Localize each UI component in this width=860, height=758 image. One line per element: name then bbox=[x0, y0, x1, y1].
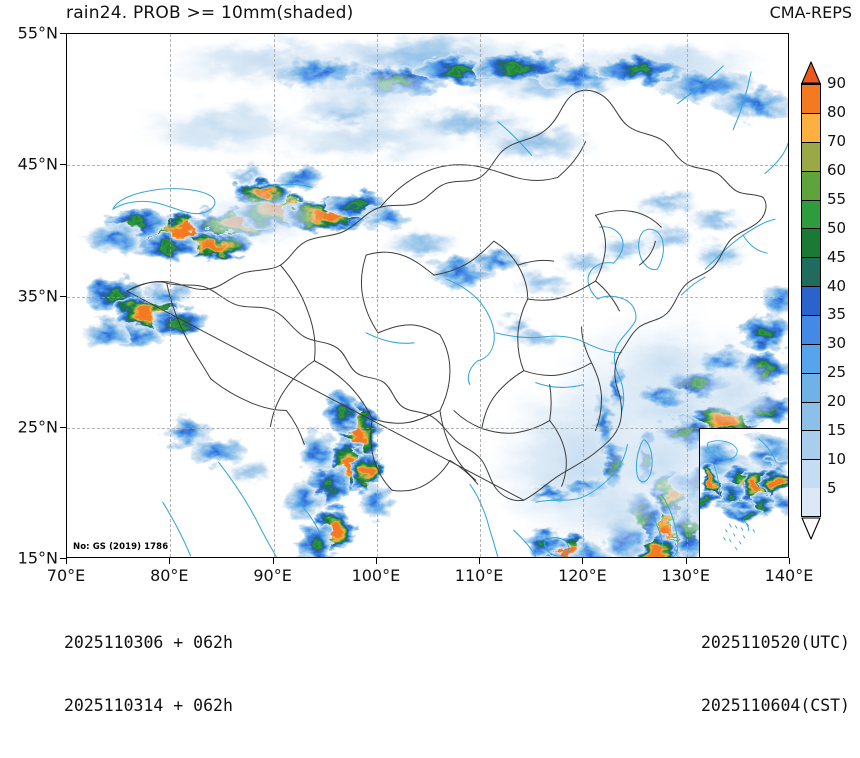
colorbar-tick-label: 40 bbox=[827, 276, 847, 295]
colorbar-tick-label: 15 bbox=[827, 421, 847, 440]
colorbar-tick-label: 25 bbox=[827, 363, 847, 382]
colorbar-segment bbox=[802, 430, 820, 460]
x-tick-label: 80°E bbox=[150, 566, 189, 585]
x-tick-label: 140°E bbox=[764, 566, 814, 585]
colorbar-under-arrow bbox=[801, 517, 821, 540]
colorbar-segment bbox=[802, 112, 820, 142]
page-title: rain24. PROB >= 10mm(shaded) bbox=[66, 3, 354, 23]
colorbar-segment bbox=[802, 372, 820, 402]
colorbar-tick-label: 80 bbox=[827, 102, 847, 121]
precipitation-probability-raster bbox=[67, 34, 788, 557]
y-tick-label: 45°N bbox=[17, 154, 58, 174]
colorbar-segment bbox=[802, 170, 820, 200]
x-tick-label: 130°E bbox=[661, 566, 711, 585]
colorbar-segments bbox=[801, 83, 821, 517]
colorbar-tick-label: 70 bbox=[827, 131, 847, 150]
map-credit-label: No: GS (2019) 1786 bbox=[71, 541, 171, 553]
colorbar-tick-label: 10 bbox=[827, 450, 847, 469]
colorbar-segment bbox=[802, 488, 820, 516]
colorbar-tick-label: 90 bbox=[827, 74, 847, 92]
map-plot-area[interactable]: No: GS (2019) 1786 bbox=[66, 33, 789, 558]
colorbar-tick-label: 45 bbox=[827, 247, 847, 266]
colorbar-tick-label: 55 bbox=[827, 189, 847, 208]
colorbar-tick-label: 30 bbox=[827, 334, 847, 353]
colorbar-segment bbox=[802, 84, 820, 113]
colorbar-segment bbox=[802, 314, 820, 344]
colorbar-tick-label: 20 bbox=[827, 392, 847, 411]
valid-time-utc: 2025110520(UTC) bbox=[700, 633, 850, 652]
colorbar-segment bbox=[802, 459, 820, 489]
init-time-utc: 2025110306 + 062h bbox=[64, 633, 233, 652]
colorbar-segment bbox=[802, 257, 820, 287]
south-china-sea-inset[interactable] bbox=[699, 428, 788, 557]
colorbar-tick-label: 5 bbox=[827, 479, 837, 498]
y-tick-label: 35°N bbox=[17, 286, 58, 305]
weather-map-figure: rain24. PROB >= 10mm(shaded) CMA-REPS bbox=[17, 3, 852, 715]
y-tick-label: 25°N bbox=[17, 417, 58, 437]
x-tick-label: 70°E bbox=[46, 566, 86, 585]
y-tick-label: 55°N bbox=[17, 23, 58, 43]
colorbar-segment bbox=[802, 286, 820, 315]
x-tick-label: 110°E bbox=[454, 566, 504, 585]
footer-left: 2025110306 + 062h 2025110314 + 062h bbox=[64, 590, 233, 758]
x-tick-label: 120°E bbox=[558, 566, 607, 585]
colorbar-segment bbox=[802, 141, 820, 171]
valid-time-cst: 2025110604(CST) bbox=[700, 696, 850, 715]
model-label: CMA-REPS bbox=[769, 3, 852, 22]
colorbar-segment bbox=[802, 228, 820, 258]
init-time-cst: 2025110314 + 062h bbox=[64, 696, 233, 715]
colorbar-tick-label: 60 bbox=[827, 160, 847, 179]
colorbar-over-arrow bbox=[801, 61, 821, 84]
colorbar-segment bbox=[802, 343, 820, 373]
colorbar-tick-label: 35 bbox=[827, 305, 847, 324]
colorbar-tick-label: 50 bbox=[827, 218, 847, 237]
y-tick-label: 15°N bbox=[17, 548, 58, 568]
colorbar-segment bbox=[802, 199, 820, 229]
footer-right: 2025110520(UTC) 2025110604(CST) bbox=[701, 590, 850, 758]
colorbar[interactable]: 5 10 15 20 25 30 35 40 45 50 55 60 70 80 90 bbox=[801, 61, 846, 540]
x-tick-label: 100°E bbox=[351, 566, 401, 585]
colorbar-segment bbox=[802, 401, 820, 431]
x-tick-label: 90°E bbox=[253, 566, 292, 585]
